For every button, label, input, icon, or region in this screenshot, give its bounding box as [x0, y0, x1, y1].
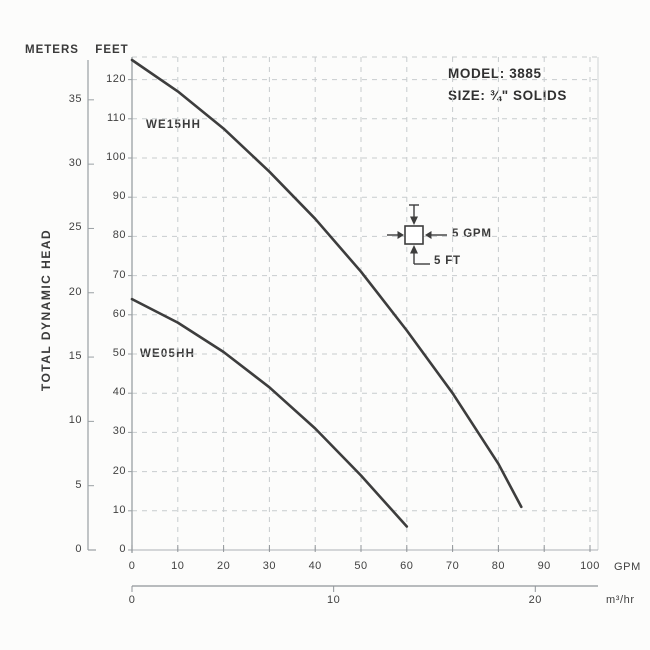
scale-arrow-bottom-head [410, 245, 418, 254]
feet-tick-label: 10 [112, 503, 126, 516]
pump-curve-we05hh [130, 297, 409, 528]
feet-tick-label: 110 [106, 111, 126, 124]
feet-tick-label: 40 [112, 386, 126, 399]
meters-tick-label: 10 [68, 414, 82, 427]
feet-tick-label: 90 [112, 190, 126, 203]
scale-arrow-right-head [425, 231, 432, 239]
feet-tick-label: 80 [112, 229, 126, 242]
feet-axis-header: FEET [95, 44, 129, 56]
scale-indicator-ft-label: 5 FT [434, 255, 461, 267]
feet-tick-label: 0 [119, 543, 126, 555]
meters-tick-label: 0 [75, 543, 82, 555]
pump-curve-we15hh [130, 58, 523, 509]
gpm-tick-label: 80 [491, 560, 506, 572]
gpm-tick-label: 10 [171, 560, 185, 572]
size-label: SIZE: ¾" SOLIDS [448, 88, 567, 103]
feet-tick-label: 20 [112, 464, 126, 477]
meters-axis-header: METERS [25, 44, 79, 56]
gpm-tick-label: 30 [262, 560, 277, 572]
gpm-tick-label: 50 [354, 560, 368, 572]
gpm-tick-label: 20 [216, 560, 231, 572]
meters-tick-label: 30 [68, 157, 82, 170]
title-block: MODEL: 3885 SIZE: ¾" SOLIDS [448, 63, 567, 107]
feet-tick-label: 120 [106, 72, 126, 85]
gpm-tick-label: 70 [445, 560, 460, 572]
meters-tick-label: 20 [68, 285, 82, 298]
scale-arrow-left-head [397, 231, 404, 239]
gpm-tick-label: 40 [308, 560, 322, 572]
feet-tick-label: 60 [112, 307, 126, 320]
gpm-tick-label: 0 [128, 560, 136, 572]
meters-tick-label: 35 [68, 92, 82, 105]
feet-tick-label: 50 [112, 347, 126, 359]
gpm-tick-label: 60 [400, 560, 414, 572]
m3hr-unit-label: m³/hr [606, 594, 635, 606]
gpm-tick-label: 100 [580, 560, 600, 572]
feet-tick-label: 70 [112, 268, 126, 281]
meters-tick-label: 25 [68, 221, 82, 234]
feet-tick-label: 30 [112, 425, 126, 438]
m3hr-tick-label: 20 [528, 594, 542, 606]
feet-tick-label: 100 [106, 151, 126, 163]
model-label: MODEL: 3885 [448, 66, 542, 81]
gpm-tick-label: 90 [537, 560, 551, 572]
m3hr-tick-label: 0 [128, 594, 136, 606]
meters-tick-label: 15 [68, 350, 82, 363]
gpm-unit-label: GPM [614, 561, 641, 573]
m3hr-tick-label: 10 [327, 594, 341, 606]
scale-arrow-top-head [410, 216, 418, 225]
scale-indicator-square [404, 225, 424, 245]
scale-indicator-gpm-label: 5 GPM [452, 228, 492, 240]
meters-tick-label: 5 [75, 478, 82, 491]
curve-label-we15hh: WE15HH [146, 119, 202, 131]
